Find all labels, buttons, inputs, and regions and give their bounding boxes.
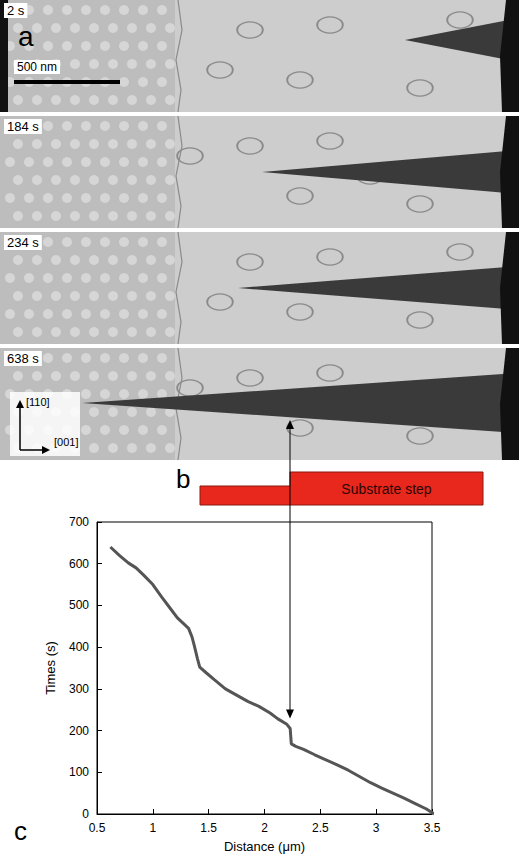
- svg-text:234 s: 234 s: [7, 235, 39, 250]
- svg-text:0.5: 0.5: [89, 821, 106, 835]
- svg-text:638 s: 638 s: [7, 351, 39, 366]
- svg-text:3.5: 3.5: [424, 821, 441, 835]
- svg-text:1.5: 1.5: [200, 821, 217, 835]
- svg-text:[110]: [110]: [26, 396, 50, 408]
- svg-text:100: 100: [69, 765, 89, 779]
- svg-text:2 s: 2 s: [7, 3, 25, 18]
- svg-text:500: 500: [69, 598, 89, 612]
- svg-text:300: 300: [69, 682, 89, 696]
- svg-text:600: 600: [69, 557, 89, 571]
- svg-text:a: a: [18, 21, 34, 52]
- svg-text:2.5: 2.5: [312, 821, 329, 835]
- svg-text:400: 400: [69, 640, 89, 654]
- svg-text:c: c: [14, 816, 27, 846]
- svg-text:2: 2: [261, 821, 268, 835]
- svg-text:Times (s): Times (s): [43, 641, 58, 695]
- svg-text:0: 0: [82, 807, 89, 821]
- svg-text:184 s: 184 s: [7, 119, 39, 134]
- svg-text:500 nm: 500 nm: [17, 60, 57, 74]
- svg-text:Distance (μm): Distance (μm): [224, 839, 305, 854]
- svg-text:b: b: [176, 464, 190, 494]
- svg-text:Substrate step: Substrate step: [341, 481, 431, 497]
- svg-text:200: 200: [69, 724, 89, 738]
- svg-text:3: 3: [373, 821, 380, 835]
- svg-text:[001]: [001]: [54, 436, 78, 448]
- svg-text:700: 700: [69, 515, 89, 529]
- svg-text:1: 1: [149, 821, 156, 835]
